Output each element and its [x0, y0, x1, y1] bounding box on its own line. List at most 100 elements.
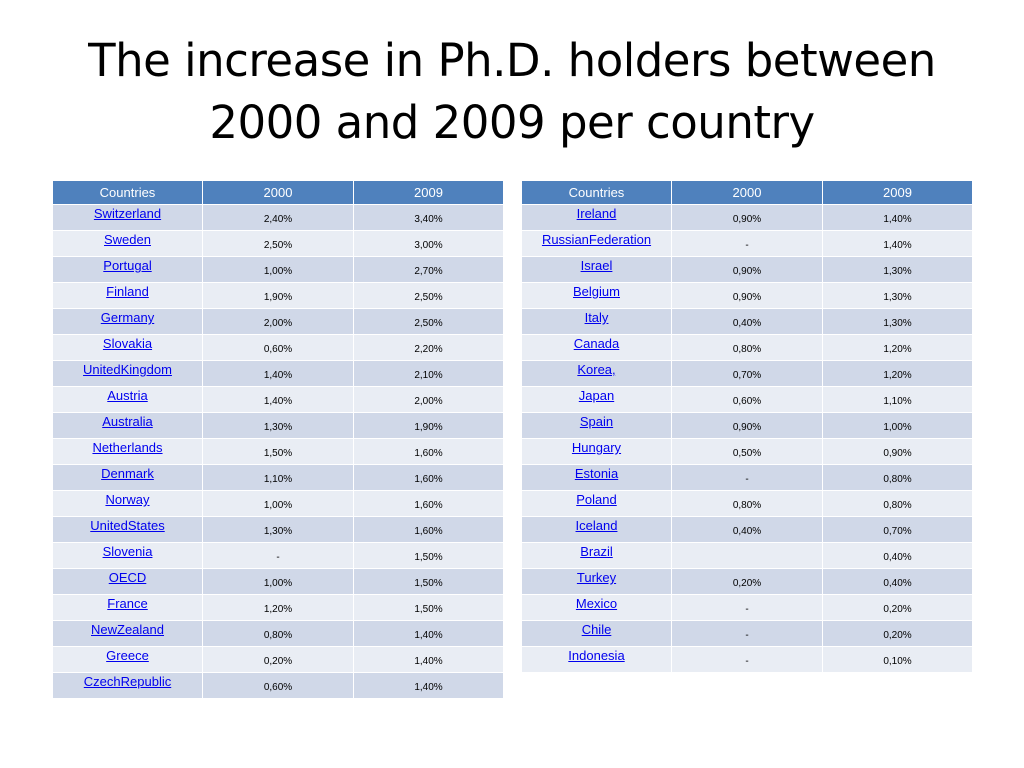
table-row: Mexico -0,20%	[521, 594, 973, 621]
table-row: Austria 1,40% 2,00%	[52, 386, 504, 413]
country-link[interactable]: Korea,	[521, 360, 672, 387]
country-link[interactable]: France	[52, 594, 203, 621]
value-2000: 2,50%	[202, 230, 354, 257]
country-link[interactable]: RussianFederation	[521, 230, 672, 257]
country-link[interactable]: Italy	[521, 308, 672, 335]
value-2009: 0,20%	[822, 594, 973, 621]
header-2000: 2000	[671, 180, 823, 205]
value-2000: 1,40%	[202, 360, 354, 387]
value-2000: 1,00%	[202, 256, 354, 283]
table-row: Hungary 0,50% 0,90%	[521, 438, 973, 465]
country-link[interactable]: Australia	[52, 412, 203, 439]
country-link[interactable]: Sweden	[52, 230, 203, 257]
country-link[interactable]: Greece	[52, 646, 203, 673]
country-link[interactable]: Finland	[52, 282, 203, 309]
value-2009: 2,10%	[353, 360, 504, 387]
country-link[interactable]: NewZealand	[52, 620, 203, 647]
title-line-1: The increase in Ph.D. holders between	[88, 34, 936, 87]
table-row: OECD 1,00% 1,50%	[52, 568, 504, 595]
country-link[interactable]: CzechRepublic	[52, 672, 203, 699]
value-2009: 2,50%	[353, 308, 504, 335]
country-link[interactable]: Spain	[521, 412, 672, 439]
table-row: Indonesia -0,10%	[521, 646, 973, 673]
table-row: Sweden 2,50% 3,00%	[52, 230, 504, 257]
country-link[interactable]: Portugal	[52, 256, 203, 283]
country-link[interactable]: Austria	[52, 386, 203, 413]
country-link[interactable]: Turkey	[521, 568, 672, 595]
table-row: Korea, 0,70% 1,20%	[521, 360, 973, 387]
value-2000: 1,50%	[202, 438, 354, 465]
value-2000: 0,40%	[671, 308, 823, 335]
table-row: Canada 0,80% 1,20%	[521, 334, 973, 361]
value-2000: 1,10%	[202, 464, 354, 491]
country-link[interactable]: Poland	[521, 490, 672, 517]
value-2000: -	[671, 594, 823, 621]
value-2000: 2,40%	[202, 204, 354, 231]
table-row: Slovakia 0,60% 2,20%	[52, 334, 504, 361]
table-row: Estonia -0,80%	[521, 464, 973, 491]
value-2000: 2,00%	[202, 308, 354, 335]
table-row: Portugal 1,00% 2,70%	[52, 256, 504, 283]
country-link[interactable]: UnitedKingdom	[52, 360, 203, 387]
table-row: Ireland 0,90% 1,40%	[521, 204, 973, 231]
table-header-row: Countries 2000 2009	[521, 180, 973, 205]
table-row: Greece 0,20% 1,40%	[52, 646, 504, 673]
country-link[interactable]: OECD	[52, 568, 203, 595]
value-2000: 1,00%	[202, 490, 354, 517]
slide-title: The increase in Ph.D. holders between 20…	[0, 30, 1024, 154]
country-link[interactable]: Estonia	[521, 464, 672, 491]
country-link[interactable]: Iceland	[521, 516, 672, 543]
value-2000: 0,70%	[671, 360, 823, 387]
country-link[interactable]: Hungary	[521, 438, 672, 465]
value-2009: 3,40%	[353, 204, 504, 231]
country-link[interactable]: Norway	[52, 490, 203, 517]
table-row: Brazil 0,40%	[521, 542, 973, 569]
country-link[interactable]: Indonesia	[521, 646, 672, 673]
country-link[interactable]: Slovakia	[52, 334, 203, 361]
table-row: Finland 1,90% 2,50%	[52, 282, 504, 309]
value-2009: 1,10%	[822, 386, 973, 413]
country-link[interactable]: Denmark	[52, 464, 203, 491]
value-2009: 2,20%	[353, 334, 504, 361]
value-2000: -	[671, 620, 823, 647]
value-2009: 1,30%	[822, 256, 973, 283]
table-row: Denmark 1,10% 1,60%	[52, 464, 504, 491]
value-2009: 1,40%	[353, 672, 504, 699]
country-link[interactable]: Mexico	[521, 594, 672, 621]
table-row: RussianFederation -1,40%	[521, 230, 973, 257]
value-2009: 0,40%	[822, 542, 973, 569]
value-2000: 0,20%	[671, 568, 823, 595]
value-2000: 0,90%	[671, 204, 823, 231]
value-2000: 0,80%	[671, 490, 823, 517]
value-2000: 0,60%	[202, 334, 354, 361]
country-link[interactable]: Ireland	[521, 204, 672, 231]
header-2009: 2009	[822, 180, 973, 205]
country-link[interactable]: Switzerland	[52, 204, 203, 231]
header-countries: Countries	[521, 180, 672, 205]
value-2000: 1,30%	[202, 412, 354, 439]
country-link[interactable]: Canada	[521, 334, 672, 361]
country-link[interactable]: Chile	[521, 620, 672, 647]
header-2000: 2000	[202, 180, 354, 205]
country-link[interactable]: Slovenia	[52, 542, 203, 569]
value-2009: 1,00%	[822, 412, 973, 439]
value-2000: -	[671, 464, 823, 491]
value-2009: 1,40%	[822, 204, 973, 231]
country-link[interactable]: Belgium	[521, 282, 672, 309]
value-2009: 0,20%	[822, 620, 973, 647]
table-row: Netherlands 1,50% 1,60%	[52, 438, 504, 465]
country-link[interactable]: Germany	[52, 308, 203, 335]
value-2009: 0,40%	[822, 568, 973, 595]
country-link[interactable]: Israel	[521, 256, 672, 283]
value-2009: 2,50%	[353, 282, 504, 309]
country-link[interactable]: Japan	[521, 386, 672, 413]
country-link[interactable]: UnitedStates	[52, 516, 203, 543]
value-2009: 1,50%	[353, 568, 504, 595]
value-2009: 0,10%	[822, 646, 973, 673]
table-row: Italy 0,40% 1,30%	[521, 308, 973, 335]
table-row: Belgium 0,90% 1,30%	[521, 282, 973, 309]
country-link[interactable]: Brazil	[521, 542, 672, 569]
value-2000: 0,60%	[202, 672, 354, 699]
value-2000: 1,00%	[202, 568, 354, 595]
country-link[interactable]: Netherlands	[52, 438, 203, 465]
